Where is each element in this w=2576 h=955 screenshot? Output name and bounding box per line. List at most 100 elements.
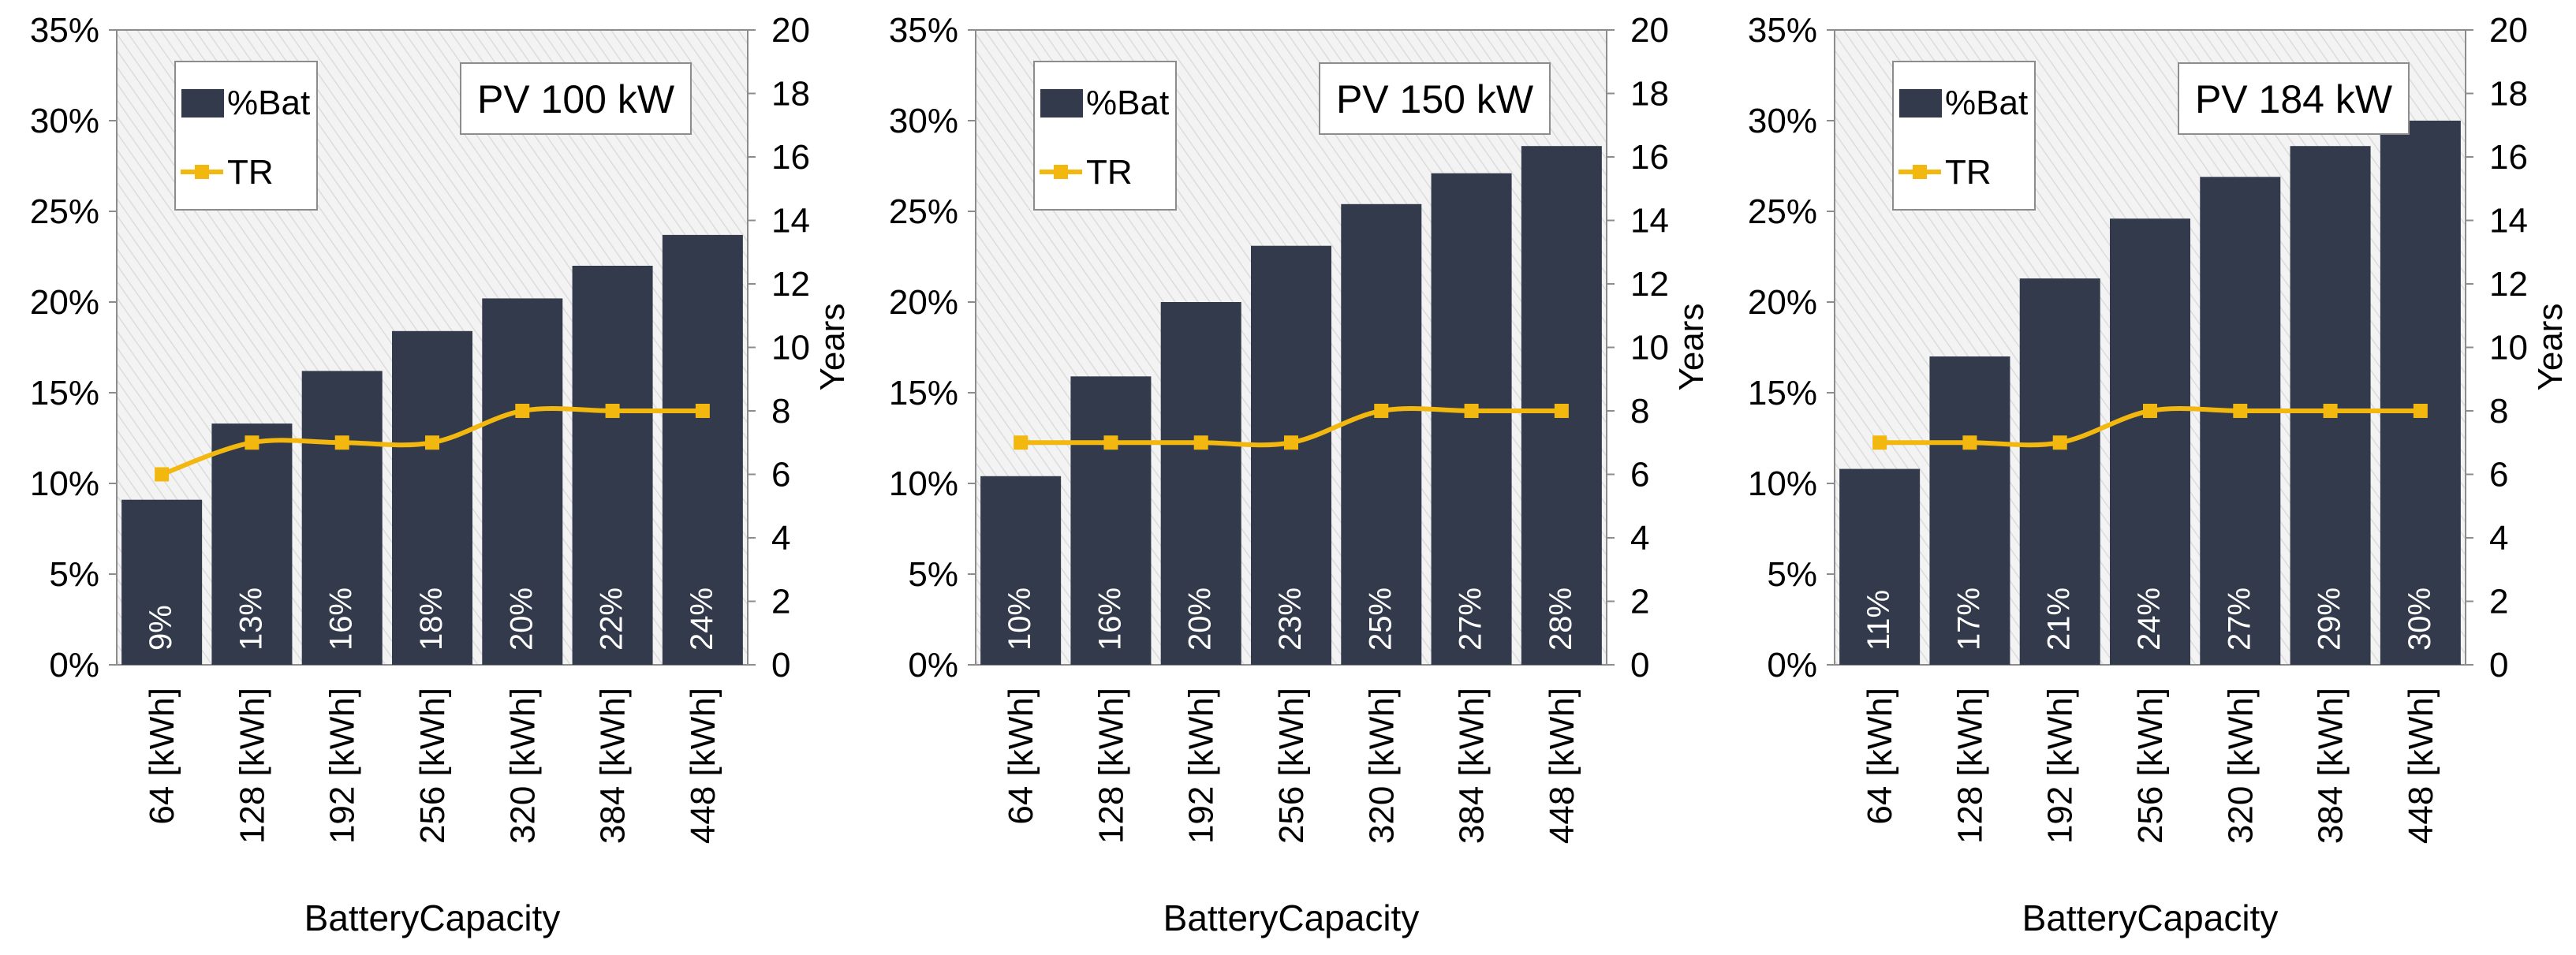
- tr-marker-1: [155, 467, 170, 482]
- category-label-7: 448 [kWh]: [1543, 688, 1581, 844]
- left-tick-label-1: 5%: [908, 555, 958, 594]
- category-label-7: 448 [kWh]: [684, 688, 722, 844]
- tr-marker-7: [1554, 404, 1569, 418]
- panel-title-box: [1319, 62, 1551, 135]
- left-tick-label-0: 0%: [49, 646, 99, 685]
- x-axis-title: BatteryCapacity: [304, 897, 561, 938]
- legend-box: [1892, 61, 2036, 211]
- bar-label-3: 16%: [324, 588, 359, 651]
- right-tick-label-4: 8: [771, 392, 790, 431]
- category-label-6: 384 [kWh]: [594, 688, 633, 844]
- bar-label-4: 23%: [1273, 588, 1308, 651]
- category-label-5: 320 [kWh]: [1362, 688, 1401, 844]
- right-tick-label-0: 0: [771, 646, 790, 685]
- left-tick-label-2: 10%: [30, 464, 99, 503]
- category-label-5: 320 [kWh]: [2221, 688, 2260, 844]
- right-tick-label-10: 20: [2489, 11, 2528, 50]
- legend-line-label: TR: [227, 153, 274, 192]
- bar-label-2: 13%: [233, 588, 268, 651]
- legend-line-label: TR: [1945, 153, 1992, 192]
- bar-label-6: 29%: [2313, 588, 2347, 651]
- chart-panel-1: 9% 13% 16% 18% 20% 22% 24% 0% 5% 10% 15% 20% 25% 30% 3…: [30, 11, 852, 938]
- category-label-3: 192 [kWh]: [323, 688, 362, 844]
- right-tick-label-9: 18: [771, 75, 810, 114]
- right-tick-label-10: 20: [1630, 11, 1669, 50]
- chart-panel-2: 10% 16% 20% 23% 25% 27% 28% 0% 5% 10% 15% 20% 25% 30%…: [889, 11, 1711, 938]
- bar-3: [2019, 278, 2100, 665]
- left-tick-label-0: 0%: [908, 646, 958, 685]
- bar-1: [1839, 468, 1921, 665]
- bar-label-5: 27%: [2222, 588, 2257, 651]
- category-label-4: 256 [kWh]: [2131, 688, 2170, 844]
- category-label-1: 64 [kWh]: [1861, 688, 1899, 825]
- tr-marker-7: [2413, 404, 2428, 418]
- bar-5: [2200, 177, 2281, 666]
- bar-label-7: 30%: [2402, 588, 2437, 651]
- right-tick-label-10: 20: [771, 11, 810, 50]
- legend-box: [1033, 61, 1177, 211]
- bar-7: [2380, 121, 2461, 665]
- right-tick-label-3: 6: [1630, 456, 1649, 494]
- legend-bar-swatch: [1899, 89, 1942, 118]
- bar-3: [1160, 302, 1241, 665]
- panel-title: PV 184 kW: [2195, 77, 2393, 121]
- category-label-5: 320 [kWh]: [503, 688, 542, 844]
- panel-title: PV 150 kW: [1336, 77, 1534, 121]
- right-tick-label-4: 8: [2489, 392, 2508, 431]
- left-tick-label-5: 25%: [30, 192, 99, 231]
- tr-marker-5: [515, 404, 530, 418]
- right-tick-label-2: 4: [771, 519, 790, 558]
- tr-marker-6: [2323, 404, 2338, 418]
- legend-bar-swatch: [1040, 89, 1083, 118]
- left-tick-label-7: 35%: [30, 11, 99, 50]
- right-axis-title: Years: [1672, 304, 1711, 391]
- right-tick-label-0: 0: [2489, 646, 2508, 685]
- tr-marker-4: [2143, 404, 2157, 418]
- tr-marker-3: [1193, 435, 1208, 450]
- right-tick-label-7: 14: [771, 202, 810, 241]
- left-tick-label-0: 0%: [1767, 646, 1817, 685]
- right-tick-label-2: 4: [2489, 519, 2508, 558]
- right-tick-label-6: 12: [2489, 265, 2528, 304]
- tr-marker-5: [1374, 404, 1389, 418]
- bar-1: [121, 499, 203, 665]
- bar-4: [392, 330, 472, 665]
- panel-title: PV 100 kW: [477, 77, 675, 121]
- right-tick-label-6: 12: [1630, 265, 1669, 304]
- tr-marker-2: [245, 435, 259, 450]
- left-tick-label-4: 20%: [889, 283, 958, 322]
- left-tick-label-3: 15%: [1748, 374, 1817, 412]
- bar-2: [211, 423, 293, 665]
- bar-label-1: 9%: [144, 605, 178, 651]
- legend-bar-swatch: [181, 89, 224, 118]
- category-label-6: 384 [kWh]: [1453, 688, 1491, 844]
- legend-box: [174, 61, 318, 211]
- bar-3: [301, 371, 383, 665]
- legend-line-marker: [1913, 165, 1927, 179]
- left-tick-label-3: 15%: [30, 374, 99, 412]
- right-tick-label-7: 14: [2489, 202, 2528, 241]
- right-tick-label-7: 14: [1630, 202, 1669, 241]
- left-tick-label-5: 25%: [889, 192, 958, 231]
- bar-label-6: 22%: [595, 588, 629, 651]
- right-tick-label-8: 16: [771, 138, 810, 177]
- left-tick-label-1: 5%: [1767, 555, 1817, 594]
- bar-5: [1341, 203, 1422, 665]
- bar-1: [980, 476, 1062, 665]
- bar-label-2: 17%: [1951, 588, 1986, 651]
- category-label-6: 384 [kWh]: [2312, 688, 2350, 844]
- right-tick-label-6: 12: [771, 265, 810, 304]
- bar-label-1: 10%: [1002, 588, 1037, 651]
- panel-title-box: [2178, 62, 2410, 135]
- left-tick-label-3: 15%: [889, 374, 958, 412]
- category-label-7: 448 [kWh]: [2402, 688, 2440, 844]
- bar-label-3: 20%: [1183, 588, 1218, 651]
- category-label-3: 192 [kWh]: [1182, 688, 1221, 844]
- right-tick-label-1: 2: [771, 583, 790, 621]
- bar-label-4: 18%: [414, 588, 449, 651]
- left-tick-label-4: 20%: [30, 283, 99, 322]
- left-tick-label-6: 30%: [889, 102, 958, 140]
- right-tick-label-1: 2: [2489, 583, 2508, 621]
- bar-7: [662, 234, 743, 665]
